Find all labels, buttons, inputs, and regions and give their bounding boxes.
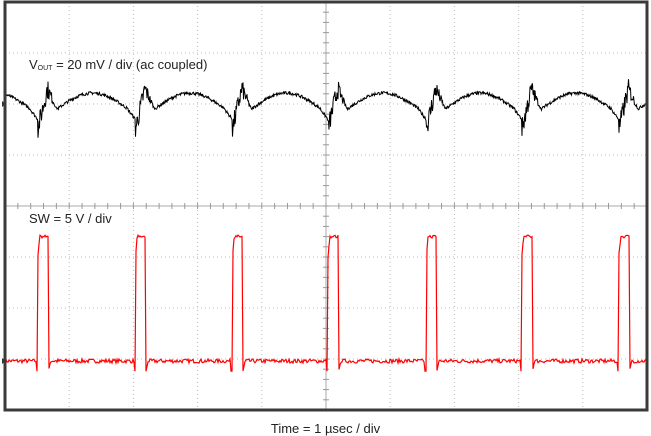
sw-trace bbox=[4, 233, 648, 372]
oscilloscope-plot bbox=[2, 0, 649, 412]
vout-trace bbox=[4, 79, 648, 138]
x-axis-label: Time = 1 µsec / div bbox=[270, 421, 381, 436]
grid bbox=[4, 1, 647, 410]
plot-frame bbox=[3, 0, 649, 412]
sw-scale-label: SW = 5 V / div bbox=[29, 211, 112, 226]
vout-scale-label: VOUT = 20 mV / div (ac coupled) bbox=[29, 57, 208, 72]
